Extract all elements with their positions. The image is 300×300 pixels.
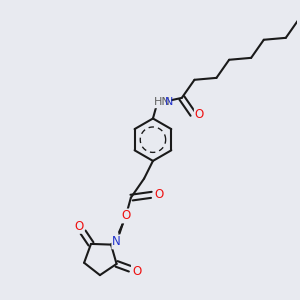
Text: N: N bbox=[164, 97, 173, 107]
Text: O: O bbox=[195, 108, 204, 121]
Text: O: O bbox=[121, 209, 130, 223]
Text: N: N bbox=[112, 236, 121, 248]
Text: O: O bbox=[154, 188, 163, 201]
Text: O: O bbox=[74, 220, 84, 233]
Text: O: O bbox=[132, 265, 141, 278]
Text: HN: HN bbox=[153, 97, 170, 107]
